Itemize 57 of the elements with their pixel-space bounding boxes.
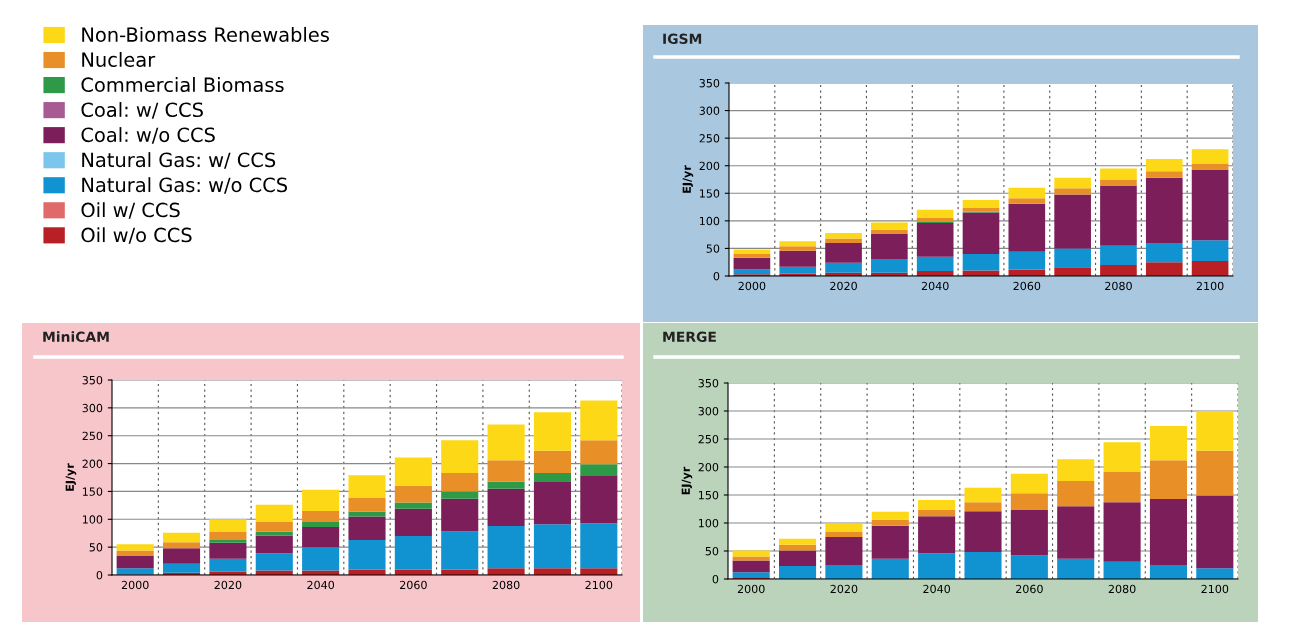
y-tick-label: 300 [82,403,103,413]
x-tick-label: 2000 [738,281,766,291]
y-tick-label: 150 [82,487,103,496]
x-tick-label: 2100 [1201,584,1229,594]
y-tick-label: 100 [699,216,720,226]
chart-title: MiniCAM [43,331,109,343]
y-tick-label: 50 [89,543,103,552]
y-axis-title: EJ/yr [682,165,694,193]
x-tick-label: 2060 [1016,584,1043,594]
y-tick-label: 200 [82,459,103,468]
x-tick-label: 2060 [400,580,427,590]
y-tick-label: 50 [706,244,720,253]
y-tick-label: 100 [698,518,719,528]
chart-title: IGSM [663,33,702,45]
y-tick-label: 200 [699,161,720,171]
x-tick-label: 2080 [1108,584,1136,594]
x-tick-label: 2060 [1013,281,1041,291]
x-tick-label: 2000 [121,580,149,590]
y-tick-label: 250 [82,431,103,441]
legend-label: Non-Biomass Renewables [82,26,329,42]
y-tick-label: 100 [82,515,103,524]
y-tick-label: 0 [712,574,719,584]
y-tick-label: 200 [698,462,719,472]
y-axis-title: EJ/yr [681,466,693,495]
y-axis-title: EJ/yr [65,463,77,491]
y-tick-label: 300 [698,406,719,416]
chart-title: MERGE [663,331,716,343]
legend-label: Natural Gas: w/ CCS [82,152,276,169]
legend-label: Commercial Biomass [81,77,284,93]
y-tick-label: 350 [82,375,103,385]
y-tick-label: 50 [705,546,719,556]
x-tick-label: 2000 [737,584,765,594]
legend-label: Coal: w/ CCS [81,102,203,119]
y-tick-label: 150 [699,189,720,198]
y-tick-label: 350 [699,78,720,88]
legend-label: Natural Gas: w/o CCS [82,177,288,194]
y-tick-label: 0 [96,570,103,580]
x-tick-label: 2080 [492,580,520,590]
x-tick-label: 2040 [921,281,949,291]
legend-label: Coal: w/o CCS [81,127,215,144]
y-tick-label: 0 [713,271,720,281]
y-tick-label: 250 [699,134,720,143]
x-tick-label: 2080 [1105,281,1132,291]
x-tick-label: 2040 [307,580,335,590]
legend-label: Nuclear [82,51,156,68]
x-tick-label: 2020 [830,584,858,594]
x-tick-label: 2040 [923,584,951,594]
x-tick-label: 2100 [585,580,613,590]
x-tick-label: 2020 [830,281,857,291]
legend-label: Oil w/o CCS [81,227,192,244]
x-tick-label: 2020 [214,580,242,590]
x-tick-label: 2100 [1196,281,1224,291]
y-tick-label: 300 [699,106,720,115]
legend-label: Oil w/ CCS [81,202,180,219]
y-tick-label: 350 [698,378,719,388]
y-tick-label: 250 [698,434,719,444]
y-tick-label: 150 [698,490,719,500]
